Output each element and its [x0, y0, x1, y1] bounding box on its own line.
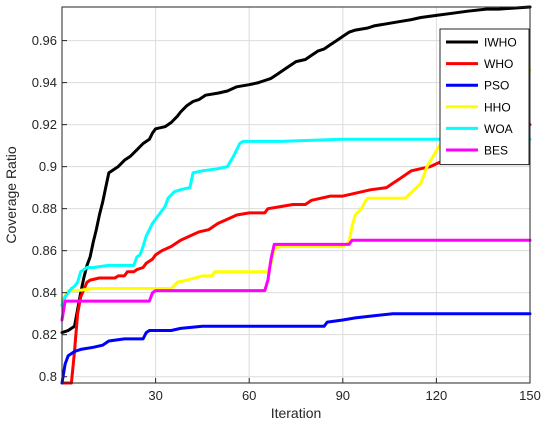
y-tick-label: 0.86 [32, 243, 57, 258]
legend-label-bes: BES [484, 144, 508, 158]
x-tick-label: 150 [519, 388, 541, 403]
series-line-iwho [60, 5, 532, 335]
y-tick-label: 0.92 [32, 117, 57, 132]
legend-label-who: WHO [484, 57, 513, 71]
y-tick-label: 0.94 [32, 75, 57, 90]
axis-ticks: 30 60 90 120 150 0.8 0.82 0.84 0.86 0.88 0.9 0.92 0.… [32, 33, 541, 403]
x-axis-title: Iteration [271, 405, 322, 421]
series-line-bes [60, 238, 532, 322]
legend-box [439, 28, 530, 166]
y-tick-label: 0.96 [32, 33, 57, 48]
legend-label-woa: WOA [484, 122, 513, 136]
x-tick-label: 60 [242, 388, 256, 403]
y-tick-label: 0.9 [39, 159, 57, 174]
plot-frame [61, 6, 531, 384]
series-line-woa [60, 137, 532, 307]
x-tick-label: 30 [148, 388, 162, 403]
x-tick-label: 90 [336, 388, 350, 403]
y-axis-title: Coverage Ratio [3, 146, 19, 243]
legend-label-pso: PSO [484, 79, 509, 93]
legend-label-iwho: IWHO [484, 36, 517, 50]
series-line-pso [60, 312, 532, 385]
y-tick-label: 0.88 [32, 201, 57, 216]
legend-label-hho: HHO [484, 100, 511, 114]
y-tick-label: 0.82 [32, 327, 57, 342]
x-tick-label: 120 [426, 388, 448, 403]
legend: IWHO WHO PSO HHO WOA BES [439, 28, 530, 166]
y-tick-label: 0.84 [32, 285, 57, 300]
y-tick-label: 0.8 [39, 369, 57, 384]
